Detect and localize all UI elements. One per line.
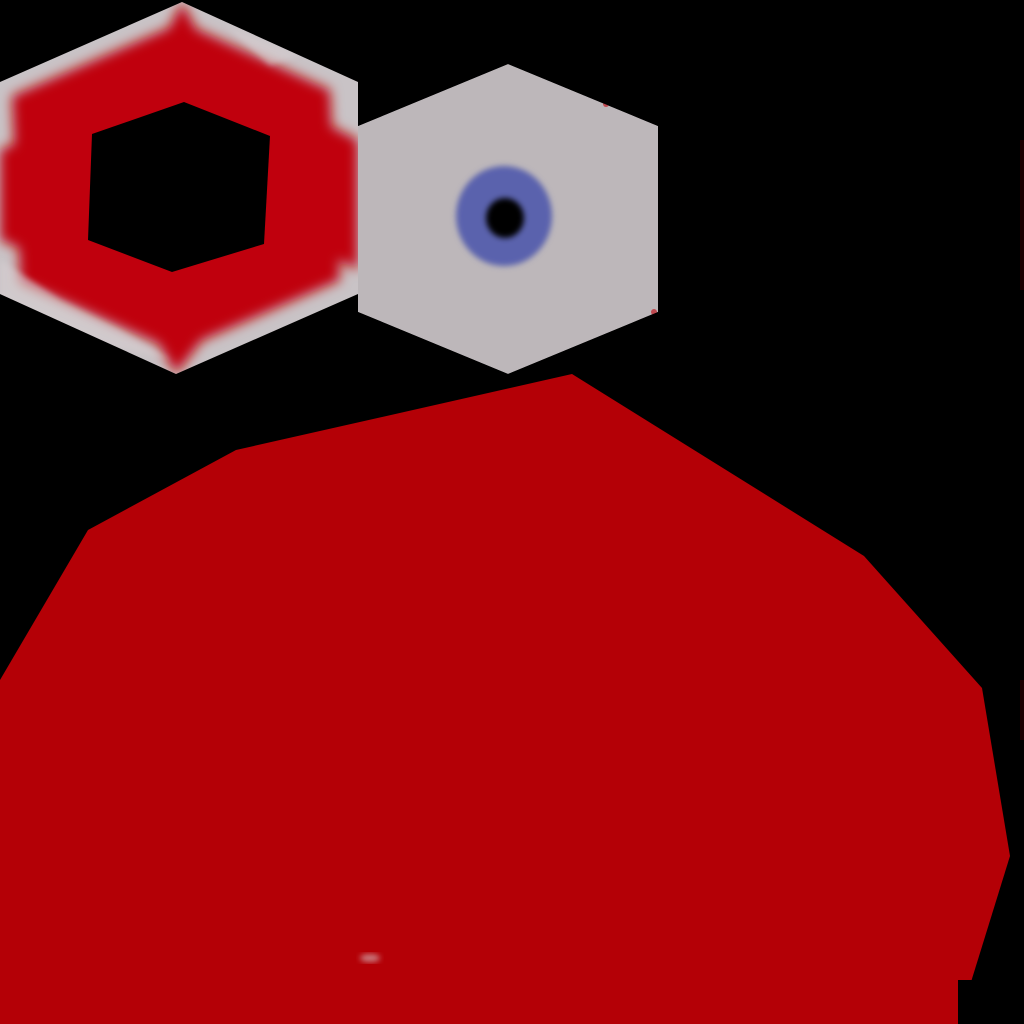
left-hexagon-red-spike-right	[320, 120, 358, 270]
eye-pupil	[486, 198, 524, 238]
left-hexagon-red-spike-top	[160, 2, 205, 45]
lower-red-blob	[0, 374, 1010, 1024]
left-hexagon-red-spike-left	[0, 130, 45, 260]
left-hexagon-hole	[88, 102, 270, 272]
left-hexagon-pale-patch-topright	[225, 25, 300, 65]
left-hexagon-red-spike-bottom	[150, 330, 210, 374]
lower-red-blob-bottom-notch	[0, 860, 960, 1024]
lower-blob-pale-fleck	[360, 954, 380, 962]
right-edge-sliver-top	[1020, 140, 1024, 290]
left-hexagon-ring	[0, 2, 358, 374]
eye-icon	[456, 166, 552, 266]
lower-blob-bottom-right-gap	[958, 980, 1024, 1024]
left-hexagon-pale-patch-bottomleft	[0, 260, 170, 360]
right-edge-sliver-bottom	[1020, 680, 1024, 740]
